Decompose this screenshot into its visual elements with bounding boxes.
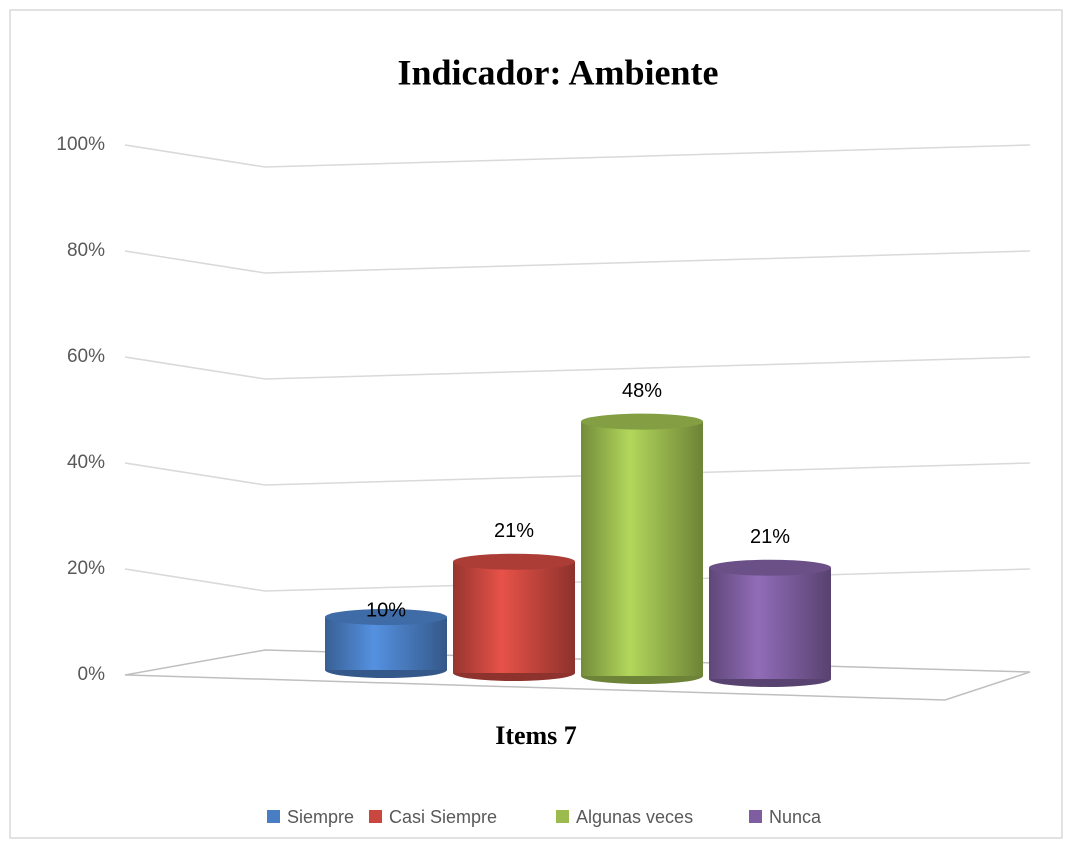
grid-line bbox=[124, 250, 1031, 274]
x-axis-label: Items 7 bbox=[495, 721, 577, 750]
legend-swatch bbox=[369, 810, 382, 823]
value-label: 10% bbox=[366, 599, 406, 621]
value-label: 21% bbox=[750, 526, 790, 548]
bar-top bbox=[325, 609, 447, 625]
chart-title: Indicador: Ambiente bbox=[397, 52, 718, 92]
legend-swatch bbox=[267, 810, 280, 823]
bar bbox=[581, 421, 703, 676]
bar-top bbox=[581, 413, 703, 430]
legend-label: Algunas veces bbox=[576, 807, 693, 827]
y-tick-label: 20% bbox=[67, 558, 105, 579]
grid-line bbox=[124, 356, 1031, 380]
legend-label: Casi Siempre bbox=[389, 807, 497, 827]
y-tick-label: 40% bbox=[67, 452, 105, 473]
legend-label: Nunca bbox=[769, 807, 822, 827]
grid-line bbox=[124, 144, 1031, 168]
chart-frame bbox=[9, 9, 1063, 839]
y-tick-label: 60% bbox=[67, 346, 105, 367]
y-tick-label: 80% bbox=[67, 240, 105, 261]
floor bbox=[124, 649, 1031, 701]
legend-label: Siempre bbox=[287, 807, 354, 827]
bar bbox=[453, 561, 575, 673]
grid-line bbox=[124, 462, 1031, 486]
bar-top bbox=[453, 553, 575, 570]
y-tick-label: 100% bbox=[56, 134, 105, 155]
value-label: 48% bbox=[622, 380, 662, 402]
legend-swatch bbox=[556, 810, 569, 823]
y-tick-label: 0% bbox=[78, 664, 106, 685]
value-label: 21% bbox=[494, 520, 534, 542]
bar-top bbox=[709, 559, 831, 576]
bar bbox=[709, 567, 831, 679]
bar bbox=[325, 617, 447, 670]
legend-swatch bbox=[749, 810, 762, 823]
